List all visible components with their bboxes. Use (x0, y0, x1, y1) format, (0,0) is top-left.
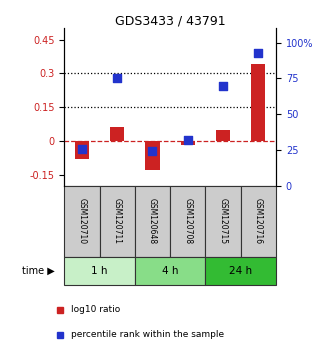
Text: time ▶: time ▶ (22, 266, 55, 276)
Bar (64, 186, 100, 257)
Bar (75, 141, 89, 159)
Bar (64, 257, 135, 285)
Point (185, 137, 190, 143)
Point (79, 146, 84, 152)
Text: GSM120708: GSM120708 (183, 198, 192, 244)
Point (256, 50, 261, 56)
Bar (100, 186, 135, 257)
Point (221, 83, 226, 88)
Point (150, 149, 155, 154)
Text: GSM120715: GSM120715 (219, 198, 228, 244)
Bar (205, 257, 276, 285)
Text: GSM120716: GSM120716 (254, 198, 263, 244)
Text: percentile rank within the sample: percentile rank within the sample (71, 330, 224, 339)
Text: GSM120648: GSM120648 (148, 198, 157, 244)
Bar (251, 64, 265, 141)
Text: 4 h: 4 h (162, 266, 178, 276)
Bar (135, 257, 205, 285)
Bar (135, 186, 170, 257)
Bar (241, 186, 276, 257)
Bar (110, 127, 124, 141)
Bar (145, 141, 160, 170)
Bar (216, 130, 230, 141)
Point (115, 76, 120, 81)
Text: 24 h: 24 h (229, 266, 252, 276)
Text: GSM120710: GSM120710 (77, 198, 86, 244)
Title: GDS3433 / 43791: GDS3433 / 43791 (115, 14, 225, 27)
Bar (170, 186, 205, 257)
Bar (205, 186, 241, 257)
Bar (181, 141, 195, 145)
Text: 1 h: 1 h (91, 266, 108, 276)
Text: GSM120711: GSM120711 (113, 198, 122, 244)
Text: log10 ratio: log10 ratio (71, 305, 120, 314)
